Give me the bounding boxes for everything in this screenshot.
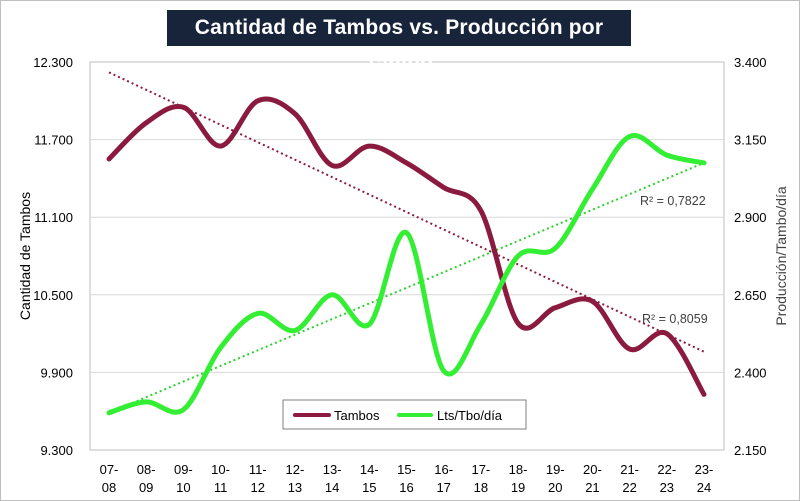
axis-ticks: 9.300 9.900 10.500 11.100 11.700 12.300 2.150 2… — [33, 55, 766, 495]
x-tick-label-top: 17- — [471, 462, 490, 477]
x-tick-label-bottom: 23 — [660, 480, 674, 495]
x-tick-label-top: 22- — [657, 462, 676, 477]
x-tick-label-bottom: 18 — [474, 480, 488, 495]
x-tick-label-bottom: 19 — [511, 480, 525, 495]
y-tick-label: 11.700 — [34, 133, 73, 148]
legend-label-production: Lts/Tbo/día — [437, 408, 503, 423]
y-tick-label: 11.100 — [34, 210, 73, 225]
x-tick-label-top: 21- — [620, 462, 639, 477]
x-tick-label-top: 14- — [360, 462, 379, 477]
x-tick-label-bottom: 11 — [214, 480, 228, 495]
legend-label-tambos: Tambos — [334, 408, 380, 423]
x-tick-label-bottom: 15 — [362, 480, 376, 495]
x-tick-label-top: 20- — [583, 462, 602, 477]
y2-tick-label: 2.900 — [734, 210, 767, 225]
r2-label-tambos: R² = 0,8059 — [642, 312, 708, 326]
x-tick-label-top: 13- — [323, 462, 342, 477]
x-tick-label-bottom: 24 — [697, 480, 711, 495]
y2-tick-label: 2.400 — [734, 365, 767, 380]
y-axis-title: Cantidad de Tambos — [17, 192, 33, 320]
x-tick-label-bottom: 16 — [399, 480, 413, 495]
x-tick-label-top: 15- — [397, 462, 416, 477]
x-tick-label-top: 18- — [509, 462, 528, 477]
x-tick-label-top: 10- — [211, 462, 230, 477]
series-lines — [106, 96, 707, 416]
x-tick-label-top: 23- — [695, 462, 714, 477]
x-tick-label-top: 16- — [434, 462, 453, 477]
x-tick-label-bottom: 14 — [325, 480, 339, 495]
series-line-tambos — [106, 96, 707, 397]
series-line-production — [106, 133, 707, 416]
y-tick-label: 9.300 — [40, 443, 73, 458]
x-tick-label-bottom: 21 — [585, 480, 599, 495]
y2-tick-label: 3.150 — [734, 133, 767, 148]
x-tick-label-bottom: 17 — [436, 480, 450, 495]
y-tick-label: 10.500 — [33, 288, 73, 303]
legend: Tambos Lts/Tbo/día — [282, 399, 527, 430]
x-tick-label-bottom: 22 — [622, 480, 636, 495]
y-tick-label: 9.900 — [40, 365, 73, 380]
x-tick-label-top: 09- — [174, 462, 193, 477]
y2-tick-label: 3.400 — [734, 55, 767, 70]
y2-tick-label: 2.650 — [734, 288, 767, 303]
y2-axis-title: Producción/Tambo/día — [773, 186, 789, 326]
grid-lines — [90, 139, 724, 373]
x-tick-label-top: 08- — [137, 462, 156, 477]
r2-label-production: R² = 0,7822 — [640, 194, 706, 208]
x-tick-label-bottom: 09 — [139, 480, 153, 495]
x-tick-label-bottom: 20 — [548, 480, 562, 495]
x-tick-label-bottom: 08 — [102, 480, 116, 495]
y-tick-label: 12.300 — [33, 55, 73, 70]
y2-tick-label: 2.150 — [734, 443, 767, 458]
x-tick-label-top: 11- — [249, 462, 267, 477]
x-tick-label-bottom: 12 — [251, 480, 265, 495]
x-tick-label-top: 12- — [286, 462, 305, 477]
chart-title: Cantidad de Tambos vs. Producción por Ta… — [167, 10, 631, 75]
x-tick-label-top: 19- — [546, 462, 565, 477]
x-tick-label-bottom: 10 — [176, 480, 190, 495]
x-tick-label-bottom: 13 — [288, 480, 302, 495]
plot-area-border — [89, 61, 725, 451]
x-tick-label-top: 07- — [100, 462, 119, 477]
